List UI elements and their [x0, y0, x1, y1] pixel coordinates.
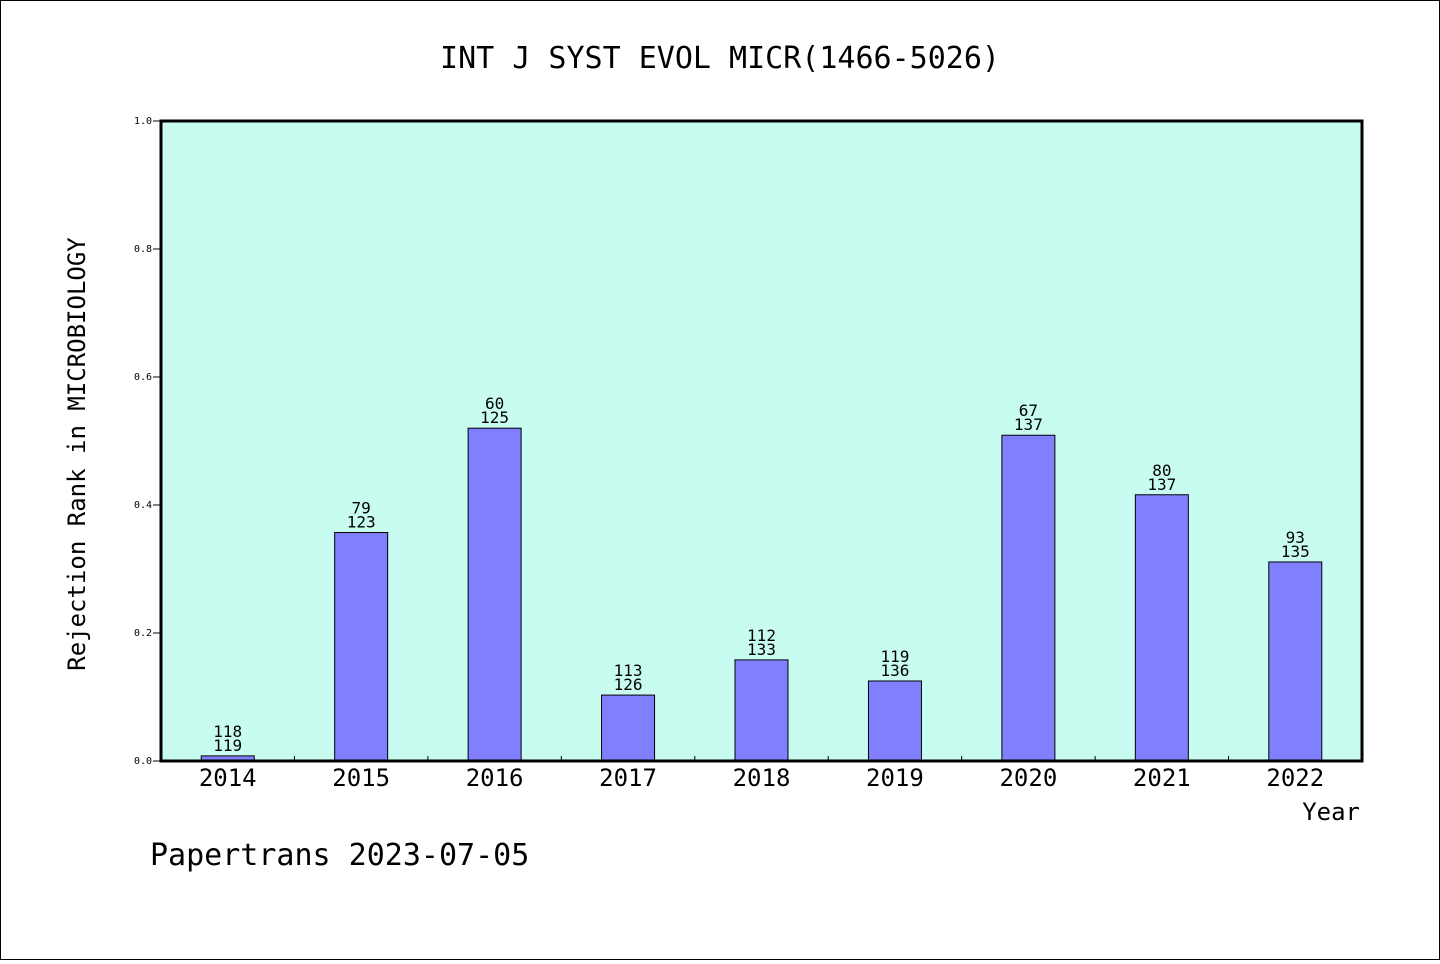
x-tick-label: 2018: [733, 764, 791, 792]
y-tick-label: 0.2: [134, 628, 152, 639]
x-axis-label: Year: [1302, 798, 1360, 826]
bar-label-bottom: 126: [614, 675, 643, 694]
bar-2016: [467, 427, 522, 762]
y-tick-label: 0.4: [134, 500, 152, 511]
x-tick-label: 2022: [1266, 764, 1324, 792]
bar-label-bottom: 119: [213, 736, 242, 755]
bar-label-bottom: 135: [1281, 542, 1310, 561]
bar-label-top: 113: [614, 661, 643, 680]
x-tick-label: 2017: [599, 764, 657, 792]
bar-label-bottom: 123: [347, 513, 376, 532]
bar-2021: [1134, 494, 1189, 762]
y-tick-label: 0.0: [134, 756, 152, 767]
x-tick-label: 2015: [332, 764, 390, 792]
bar-label-top: 93: [1286, 528, 1305, 547]
bar-2018: [734, 659, 789, 762]
bar-2020: [1001, 434, 1056, 762]
x-tick-label: 2014: [199, 764, 257, 792]
bar-labels: 1191181237912560126113133112136119137671…: [213, 394, 1309, 755]
y-axis-label: Rejection Rank in MICROBIOLOGY: [63, 237, 91, 671]
x-tick-label: 2021: [1133, 764, 1191, 792]
bar-label-bottom: 133: [747, 640, 776, 659]
y-tick-label: 1.0: [134, 116, 152, 127]
bar-2019: [867, 680, 922, 762]
bar-label-top: 60: [485, 394, 504, 413]
bar-label-bottom: 137: [1014, 415, 1043, 434]
bar-2015: [334, 532, 389, 762]
footer-credit: Papertrans 2023-07-05: [150, 838, 529, 873]
x-tick-label: 2019: [866, 764, 924, 792]
y-tick-label: 0.6: [134, 372, 152, 383]
bar-label-bottom: 125: [480, 408, 509, 427]
bar-2017: [601, 694, 656, 762]
bar-label-top: 79: [352, 499, 371, 518]
chart-title: INT J SYST EVOL MICR(1466-5026): [440, 41, 1000, 76]
bar-label-top: 118: [213, 722, 242, 741]
bar-label-top: 67: [1019, 401, 1038, 420]
bar-label-bottom: 136: [880, 661, 909, 680]
y-axis-ticks: 0.0 0.2 0.4 0.6 0.8 1.0: [134, 116, 161, 767]
x-tick-label: 2016: [466, 764, 524, 792]
bars: [200, 427, 1323, 762]
bar-2022: [1268, 561, 1323, 762]
bar-label-top: 80: [1152, 461, 1171, 480]
y-tick-label: 0.8: [134, 244, 152, 255]
bar-label-top: 112: [747, 626, 776, 645]
x-axis-ticks: 2014 2015 2016 2017 2018 2019 2020 2021 2022: [199, 756, 1324, 792]
bar-label-bottom: 137: [1147, 475, 1176, 494]
x-tick-label: 2020: [999, 764, 1057, 792]
plot-border: [159, 119, 1364, 763]
bar-label-top: 119: [880, 647, 909, 666]
